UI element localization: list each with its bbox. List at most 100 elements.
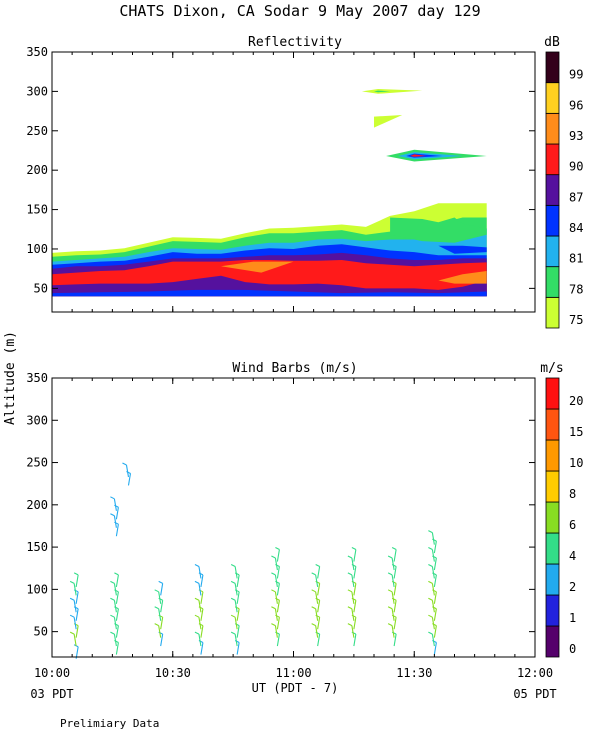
- reflectivity-colorbar-label: 90: [569, 160, 583, 174]
- wind-barb-flag: [387, 572, 393, 576]
- wind-barb: [115, 574, 119, 587]
- wind-barb: [158, 591, 162, 604]
- wind-barb: [236, 574, 240, 587]
- wind-barb: [200, 591, 204, 604]
- wind-barb-flag: [315, 563, 320, 567]
- wind-barb: [276, 583, 280, 596]
- wind-barb: [234, 617, 238, 630]
- wind-barb: [75, 608, 79, 621]
- wind-barb: [198, 566, 202, 579]
- wind-barb: [431, 532, 435, 545]
- wind-barb-flag: [271, 623, 276, 627]
- wind-ytick-label: 150: [26, 540, 48, 554]
- wind-barb-flag: [391, 547, 397, 551]
- wind-barb: [393, 549, 397, 562]
- wind-barb: [200, 642, 204, 655]
- wind-xtick-label: 10:30: [155, 666, 191, 680]
- wind-barb: [113, 617, 117, 630]
- reflectivity-ytick-label: 100: [26, 242, 48, 256]
- wind-barb: [351, 557, 355, 571]
- wind-colorbar-label: 2: [569, 580, 576, 594]
- wind-xtick-label: 10:00: [34, 666, 70, 680]
- reflectivity-colorbar-swatch: [545, 235, 560, 268]
- wind-barb: [158, 625, 162, 638]
- wind-barb: [431, 600, 435, 613]
- wind-barb: [73, 600, 77, 613]
- wind-barb-flag: [428, 563, 433, 567]
- wind-barb: [160, 583, 164, 596]
- reflectivity-contour-93: [221, 261, 294, 273]
- wind-ytick-label: 50: [34, 625, 48, 639]
- wind-colorbar-label: 8: [569, 487, 576, 501]
- wind-barb: [276, 566, 280, 579]
- wind-xtick-label: 11:00: [275, 666, 311, 680]
- wind-colorbar-swatch: [545, 532, 560, 565]
- wind-barb-flag: [347, 589, 353, 593]
- wind-barb: [198, 600, 202, 613]
- wind-barb: [317, 634, 321, 647]
- wind-barb: [351, 574, 355, 587]
- wind-barb-flag: [230, 597, 236, 601]
- wind-barb-flag: [194, 597, 200, 601]
- reflectivity-contour-75: [374, 115, 403, 128]
- wind-barb-flag: [230, 614, 236, 618]
- reflectivity-colorbar-swatch: [545, 266, 560, 298]
- reflectivity-ytick-label: 200: [26, 163, 48, 177]
- wind-barb: [115, 608, 119, 621]
- wind-barb: [234, 583, 238, 596]
- wind-frame: [51, 377, 536, 658]
- date-right: 05 PDT: [513, 687, 556, 701]
- wind-barb: [75, 625, 79, 638]
- reflectivity-colorbar-label: 84: [569, 221, 583, 235]
- wind-barb: [236, 642, 240, 655]
- wind-barb: [317, 600, 321, 613]
- wind-barb: [113, 583, 117, 596]
- wind-barb-flag: [428, 614, 433, 618]
- reflectivity-colorbar-label: dB: [544, 35, 560, 50]
- wind-barb: [391, 574, 395, 587]
- wind-barb: [73, 634, 77, 647]
- wind-barb: [276, 617, 280, 630]
- wind-ytick-label: 100: [26, 582, 48, 596]
- reflectivity-colorbar-label: 87: [569, 190, 583, 204]
- reflectivity-colorbar-label: 99: [569, 68, 583, 82]
- wind-barb-flag: [351, 547, 357, 551]
- wind-barb-flag: [110, 580, 115, 584]
- wind-barb: [393, 600, 397, 613]
- wind-barb: [113, 600, 117, 613]
- wind-barb: [351, 608, 355, 621]
- wind-barb: [274, 591, 278, 604]
- wind-barb: [276, 549, 280, 562]
- wind-colorbar-swatch: [545, 439, 560, 472]
- wind-colorbar-swatch: [545, 408, 560, 441]
- wind-barb: [431, 583, 435, 596]
- reflectivity-ytick-label: 50: [34, 281, 48, 295]
- wind-barb: [315, 608, 319, 621]
- wind-barb: [113, 515, 117, 528]
- y-axis-label: Altitude (m): [3, 331, 18, 425]
- wind-barb-flag: [69, 580, 75, 584]
- reflectivity-contour-84: [52, 289, 487, 297]
- wind-barb: [433, 541, 437, 554]
- wind-barb: [115, 524, 119, 537]
- wind-barb-flag: [428, 547, 433, 551]
- wind-barb-flag: [347, 606, 353, 610]
- wind-barb: [353, 617, 357, 630]
- reflectivity-colorbar-swatch: [545, 112, 560, 145]
- reflectivity-colorbar-label: 78: [569, 282, 583, 296]
- wind-colorbar-swatch: [545, 501, 560, 534]
- wind-barb-flag: [230, 631, 236, 635]
- wind-xtick-label: 11:30: [396, 666, 432, 680]
- wind-barb: [234, 634, 238, 647]
- wind-barb: [353, 600, 357, 613]
- footer-note: Prelimiary Data: [60, 717, 159, 730]
- wind-barb: [200, 608, 204, 621]
- wind-barb-flag: [428, 580, 433, 584]
- wind-barb-flag: [275, 547, 280, 551]
- wind-barb: [353, 549, 357, 562]
- wind-barb: [351, 625, 355, 638]
- wind-barb-flag: [387, 606, 393, 610]
- wind-barb: [113, 498, 117, 511]
- wind-colorbar-label: 4: [569, 549, 576, 563]
- wind-colorbar-label: 20: [569, 394, 583, 408]
